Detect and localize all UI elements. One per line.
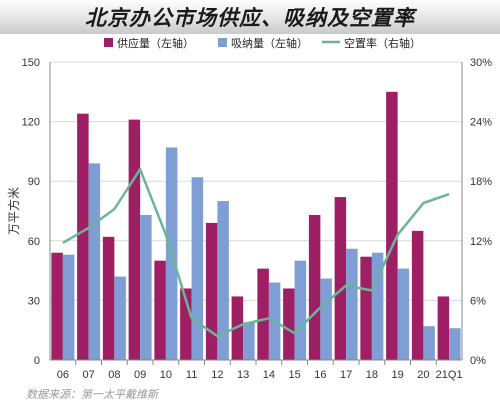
absorption-bar — [243, 322, 255, 360]
y2-tick-label: 18% — [470, 176, 492, 188]
y2-tick-label: 24% — [470, 117, 492, 129]
y-tick-label: 0 — [34, 355, 40, 367]
absorption-bar — [114, 276, 126, 360]
title-banner — [0, 0, 500, 34]
supply-bar — [205, 222, 218, 360]
legend: 供应量（左轴） 吸纳量（左轴） 空置率（右轴） — [104, 36, 421, 50]
x-tick-label: 07 — [83, 369, 95, 381]
y-tick-label: 30 — [28, 295, 40, 307]
y-tick-label: 60 — [28, 236, 40, 248]
supply-bar — [257, 268, 269, 360]
x-tick-label: 12 — [211, 369, 223, 381]
x-tick-label: 08 — [108, 369, 120, 381]
legend-vacancy-label: 空置率（右轴） — [344, 36, 421, 50]
absorption-bar — [346, 248, 358, 360]
supply-bar — [437, 296, 450, 360]
x-tick-label: 09 — [134, 369, 146, 381]
x-tick-label: 15 — [289, 369, 301, 381]
y-tick-label: 120 — [22, 117, 40, 129]
vacancy-line — [62, 168, 450, 338]
supply-bar — [128, 119, 141, 360]
supply-bar — [411, 230, 424, 360]
x-tick-label: 20 — [417, 369, 429, 381]
chart-title: 北京办公市场供应、吸纳及空置率 — [85, 6, 415, 30]
bars — [51, 91, 461, 361]
absorption-bar — [88, 163, 101, 360]
x-tick-label: 11 — [186, 369, 197, 381]
absorption-bar — [140, 214, 152, 360]
x-tick-label: 21Q1 — [436, 369, 463, 381]
supply-bar — [51, 252, 63, 360]
y-tick-label: 90 — [28, 176, 40, 188]
absorption-bar — [397, 268, 410, 360]
legend-supply-label: 供应量（左轴） — [117, 36, 194, 50]
y2-tick-label: 30% — [470, 57, 492, 69]
x-tick-label: 10 — [160, 369, 172, 381]
y-tick-label: 150 — [22, 57, 40, 69]
supply-bar — [308, 214, 321, 360]
legend-absorption-swatch — [218, 38, 227, 47]
absorption-bar — [320, 278, 332, 360]
absorption-bar — [294, 260, 307, 360]
x-tick-label: 13 — [237, 369, 249, 381]
y2-tick-label: 6% — [470, 295, 486, 307]
supply-bar — [154, 260, 166, 360]
supply-bar — [283, 288, 295, 360]
supply-bar — [334, 197, 347, 360]
absorption-bar — [449, 328, 461, 360]
absorption-bar — [423, 326, 435, 360]
absorption-bar — [217, 201, 229, 360]
x-tick-label: 17 — [340, 369, 352, 381]
axes: 0 0% 30 6% 60 12% 90 18% 120 24% 150 30% 万平方米 06 07 08 0… — [6, 57, 492, 381]
supply-bar — [386, 91, 398, 361]
supply-bar — [102, 236, 115, 360]
x-tick-label: 18 — [366, 369, 378, 381]
x-tick-label: 06 — [57, 369, 69, 381]
y-axis-title: 万平方米 — [6, 187, 21, 235]
absorption-bar — [191, 177, 204, 360]
x-tick-label: 16 — [314, 369, 326, 381]
y2-tick-label: 12% — [470, 236, 492, 248]
supply-bar — [180, 288, 192, 360]
supply-bar — [77, 113, 89, 360]
vacancy-rate-line — [62, 168, 450, 338]
x-tick-label: 19 — [392, 369, 404, 381]
absorption-bar — [371, 252, 384, 360]
source-note: 数据来源：第一太平戴维斯 — [26, 388, 158, 401]
legend-absorption-label: 吸纳量（左轴） — [231, 36, 308, 50]
absorption-bar — [62, 254, 75, 360]
supply-bar — [360, 256, 372, 360]
y2-tick-label: 0% — [470, 355, 486, 367]
x-tick-label: 14 — [263, 369, 275, 381]
legend-supply-swatch — [104, 38, 113, 47]
